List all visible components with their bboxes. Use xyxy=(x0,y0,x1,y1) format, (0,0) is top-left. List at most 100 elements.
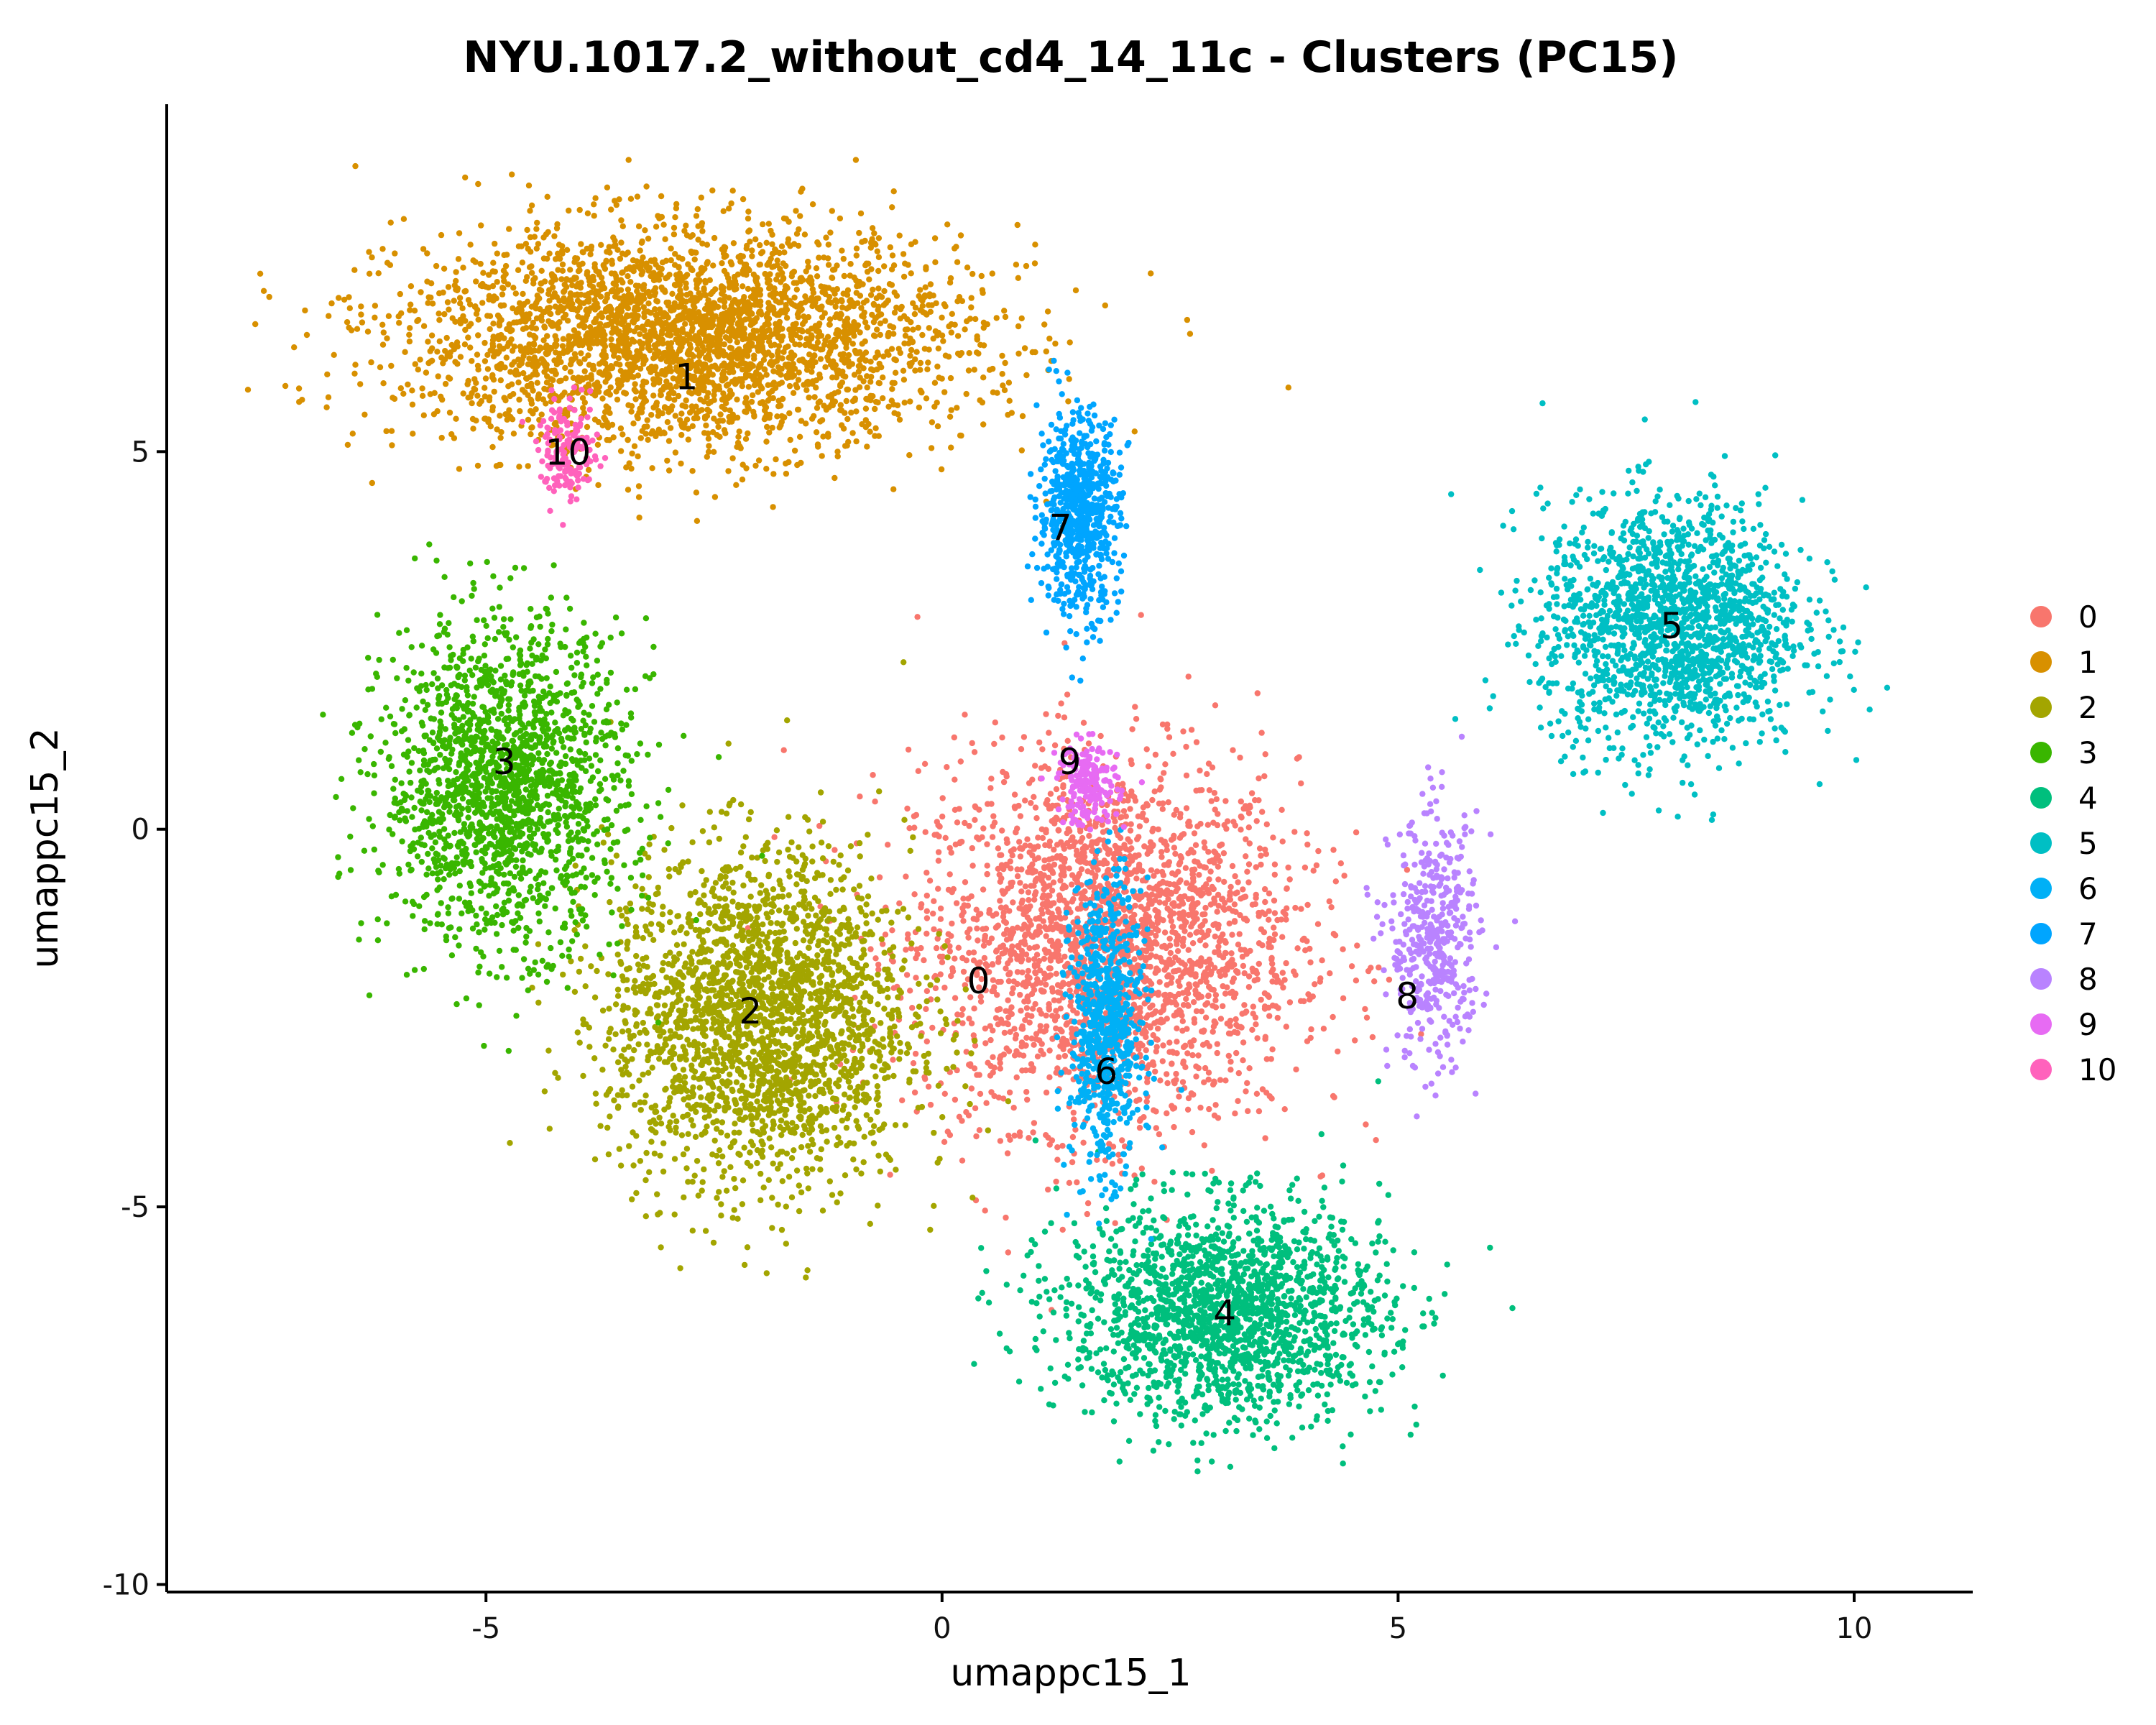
point xyxy=(888,397,895,404)
point xyxy=(1054,853,1061,860)
point xyxy=(1064,840,1071,847)
point xyxy=(739,477,746,483)
point xyxy=(990,1054,996,1061)
point xyxy=(1171,1078,1177,1085)
point xyxy=(1061,714,1068,721)
point xyxy=(1231,901,1238,908)
point xyxy=(948,972,954,980)
point xyxy=(1340,995,1347,1002)
point xyxy=(1210,1003,1216,1009)
point xyxy=(625,436,631,443)
point xyxy=(808,332,815,339)
point xyxy=(760,221,766,228)
point xyxy=(1067,987,1073,994)
point xyxy=(1175,868,1181,875)
point xyxy=(697,396,704,403)
point xyxy=(931,926,937,933)
point xyxy=(383,428,390,435)
point xyxy=(1273,972,1280,980)
point xyxy=(556,255,563,262)
point xyxy=(959,838,965,845)
point xyxy=(764,423,770,431)
point xyxy=(1166,935,1173,942)
point xyxy=(973,1133,980,1140)
point xyxy=(1021,998,1028,1005)
point xyxy=(480,270,487,276)
point xyxy=(1270,966,1276,972)
point xyxy=(641,327,648,334)
point xyxy=(1146,901,1153,908)
point xyxy=(972,816,978,824)
point xyxy=(581,356,588,362)
point xyxy=(571,259,578,265)
point xyxy=(1201,1079,1207,1086)
point xyxy=(916,404,923,411)
point xyxy=(923,908,931,914)
point xyxy=(1271,861,1279,868)
point xyxy=(516,396,522,403)
point xyxy=(527,234,534,241)
point xyxy=(1043,1132,1049,1138)
point xyxy=(1054,1156,1061,1163)
point xyxy=(1152,1068,1158,1075)
point xyxy=(1040,1051,1046,1058)
point xyxy=(1214,1041,1221,1047)
point xyxy=(1217,1016,1225,1022)
point xyxy=(1266,916,1272,923)
point xyxy=(1235,879,1241,886)
point xyxy=(1045,874,1052,881)
point xyxy=(537,305,543,313)
point xyxy=(1171,845,1178,851)
point xyxy=(997,1138,1004,1144)
point xyxy=(934,363,941,370)
point xyxy=(1292,904,1299,911)
point xyxy=(1153,941,1160,947)
point xyxy=(627,196,635,202)
point xyxy=(436,317,443,323)
point xyxy=(745,384,752,390)
point xyxy=(997,1059,1003,1067)
point xyxy=(1210,1024,1217,1030)
point xyxy=(619,279,626,286)
point xyxy=(1262,1135,1268,1141)
point xyxy=(923,1006,929,1013)
point xyxy=(419,392,426,399)
point xyxy=(1165,862,1171,868)
point xyxy=(1082,859,1088,865)
point xyxy=(1220,850,1227,857)
point xyxy=(608,336,614,343)
point xyxy=(1194,823,1201,829)
point xyxy=(995,845,1002,852)
point xyxy=(460,390,466,397)
point xyxy=(1237,754,1243,761)
point xyxy=(859,313,865,319)
point xyxy=(1046,972,1052,980)
point xyxy=(533,326,540,332)
point xyxy=(1283,1024,1290,1030)
point xyxy=(766,285,773,292)
point xyxy=(379,341,387,348)
point xyxy=(831,847,838,853)
point xyxy=(492,240,498,247)
point xyxy=(1211,900,1217,906)
point xyxy=(1184,1002,1191,1008)
point xyxy=(1143,817,1150,824)
point xyxy=(1016,1052,1023,1058)
point xyxy=(952,806,959,814)
point xyxy=(1112,1220,1118,1227)
point xyxy=(844,415,851,423)
point xyxy=(959,954,966,962)
point xyxy=(719,396,726,403)
point xyxy=(1190,999,1197,1006)
point xyxy=(1006,971,1013,978)
point xyxy=(1149,796,1156,804)
point xyxy=(1028,1061,1035,1067)
point xyxy=(764,262,770,268)
point xyxy=(848,325,855,331)
point xyxy=(1327,970,1333,977)
point xyxy=(1169,924,1176,930)
point xyxy=(1001,949,1008,956)
point xyxy=(1074,873,1081,880)
point xyxy=(905,931,911,938)
point xyxy=(1253,891,1259,898)
